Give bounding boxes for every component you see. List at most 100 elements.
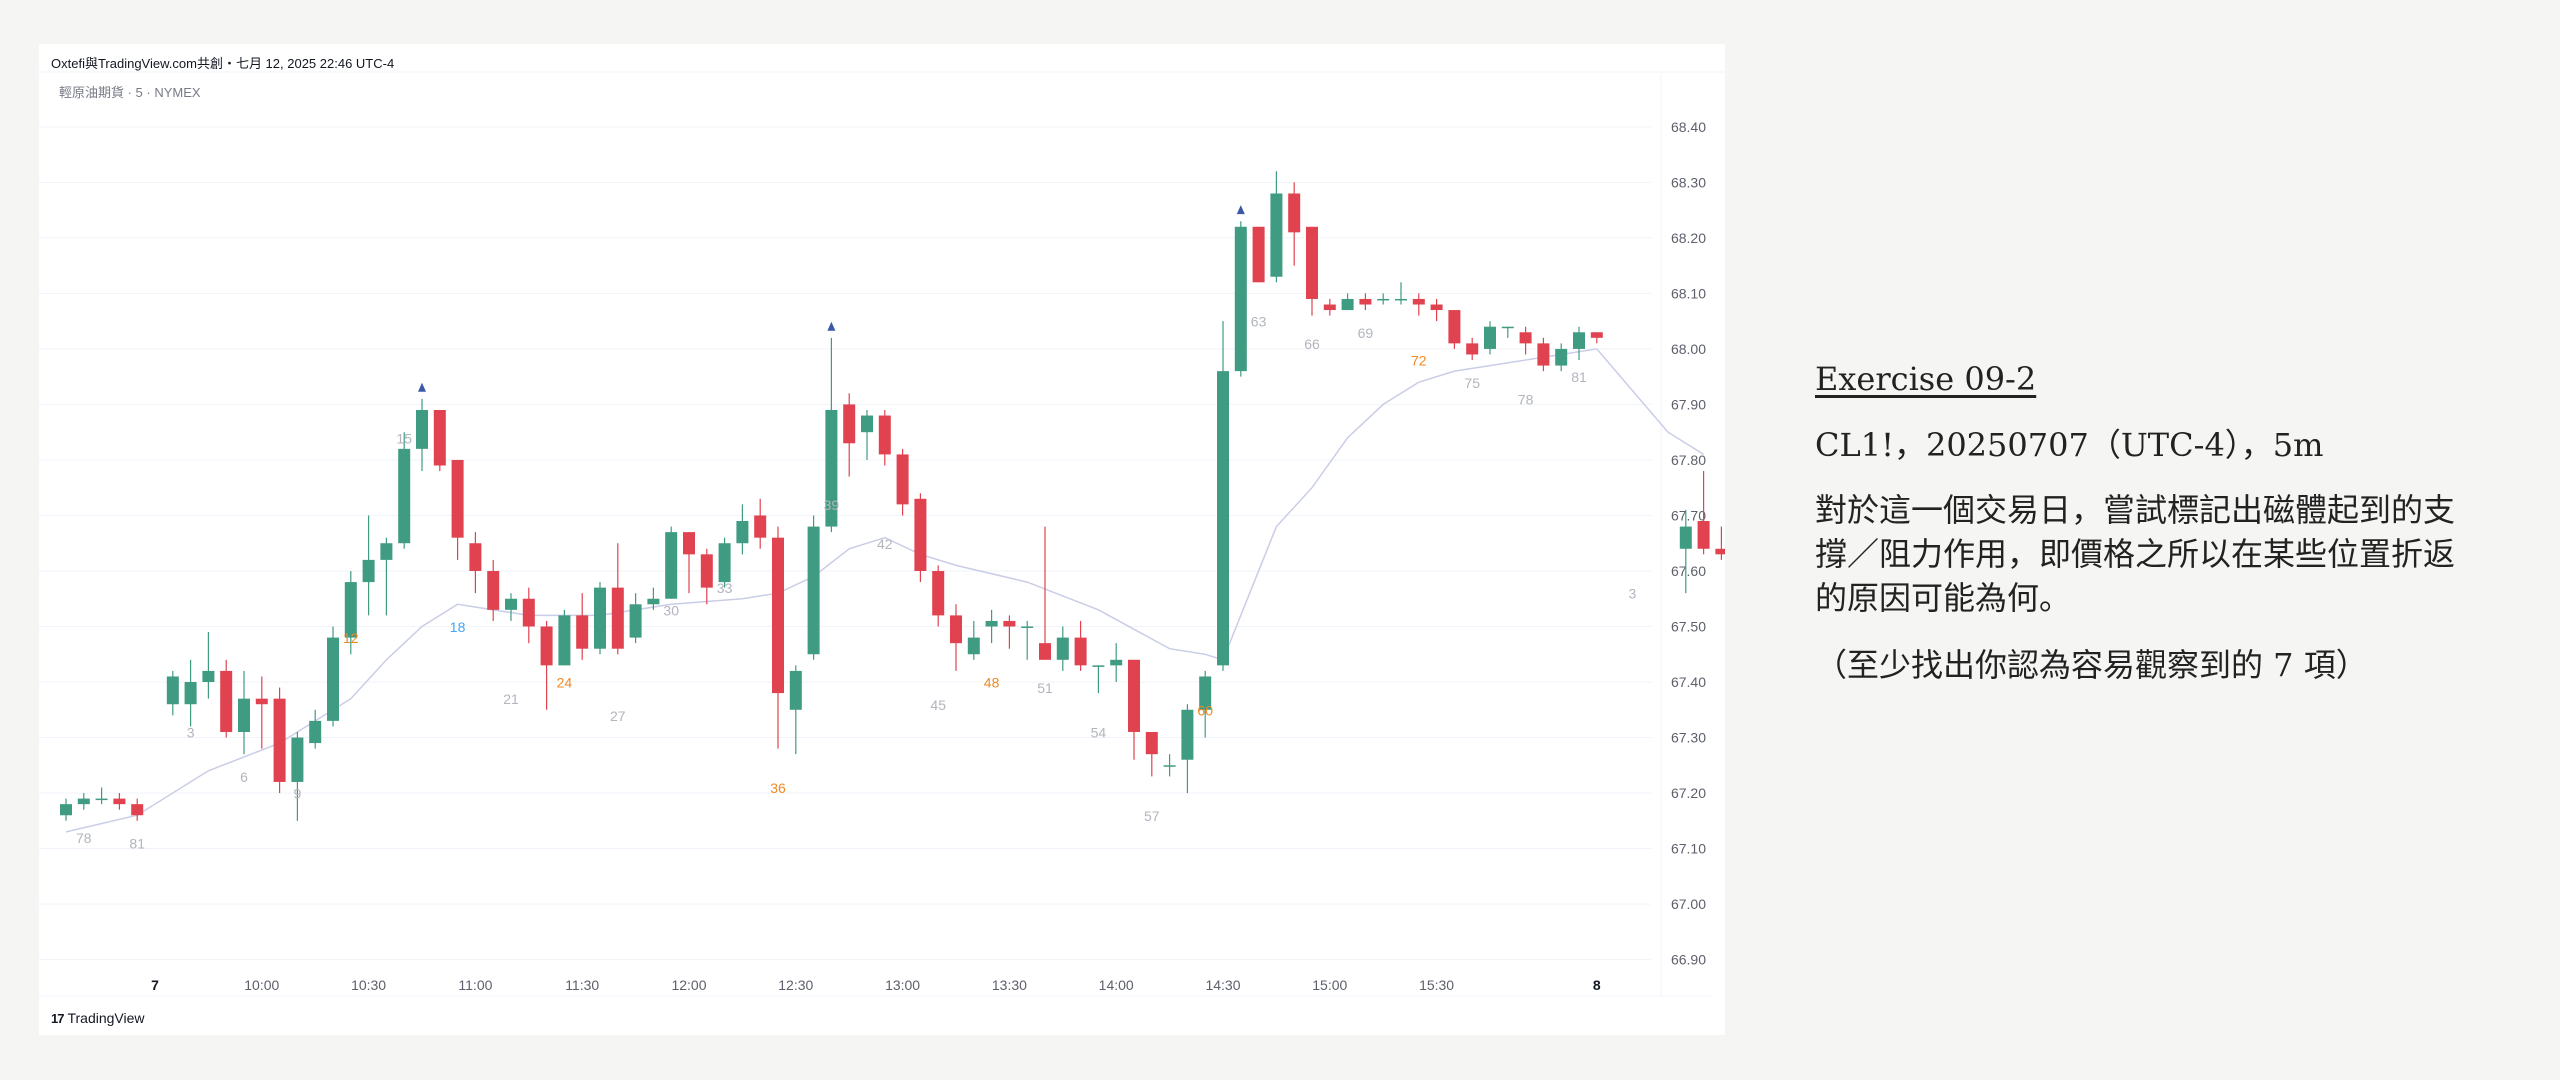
candle-body[interactable] <box>344 582 357 638</box>
candle-body[interactable] <box>1181 709 1194 760</box>
candle-body[interactable] <box>184 682 197 705</box>
candle-body[interactable] <box>1306 226 1318 299</box>
candle-body[interactable] <box>1145 731 1158 755</box>
candle-body[interactable] <box>451 459 464 538</box>
candle-body[interactable] <box>540 626 553 666</box>
candle-body[interactable] <box>1110 659 1123 666</box>
candle-body[interactable] <box>255 698 268 705</box>
candle-body[interactable] <box>718 543 731 583</box>
candle-body[interactable] <box>1056 637 1069 660</box>
candle-body[interactable] <box>1199 676 1212 710</box>
candle-body[interactable] <box>291 737 304 782</box>
candle-body[interactable] <box>1092 665 1105 667</box>
candle-body[interactable] <box>487 570 500 610</box>
candle-body[interactable] <box>1074 637 1087 666</box>
candle-body[interactable] <box>469 543 482 571</box>
candle-body[interactable] <box>362 559 375 583</box>
candle-body[interactable] <box>1715 548 1725 555</box>
candle-body[interactable] <box>683 532 695 555</box>
candle-body[interactable] <box>736 521 749 544</box>
candle-body[interactable] <box>60 804 72 816</box>
candle-body[interactable] <box>505 598 517 610</box>
candle-body[interactable] <box>967 637 980 655</box>
candle-body[interactable] <box>576 615 589 649</box>
candle-body[interactable] <box>558 615 571 666</box>
candle-body[interactable] <box>166 676 179 705</box>
candle-body[interactable] <box>985 620 998 627</box>
candle-body[interactable] <box>932 570 945 616</box>
candle-body[interactable] <box>1412 298 1425 305</box>
candle-body[interactable] <box>665 532 678 599</box>
candle-body[interactable] <box>914 498 927 571</box>
candle-body[interactable] <box>416 409 428 449</box>
candle-body[interactable] <box>647 598 660 605</box>
candle-body[interactable] <box>772 537 784 694</box>
candle-body[interactable] <box>1555 348 1568 366</box>
candle-body[interactable] <box>1679 526 1692 549</box>
candle-body[interactable] <box>113 798 126 805</box>
candle-body[interactable] <box>1359 298 1372 305</box>
price-tick-label: 68.20 <box>1671 230 1706 246</box>
candle-body[interactable] <box>1039 643 1051 660</box>
price-tick-label: 67.60 <box>1671 563 1706 579</box>
candle-body[interactable] <box>398 448 411 544</box>
tradingview-logo[interactable]: 17 TradingView <box>51 1010 145 1026</box>
candle-body[interactable] <box>238 698 250 732</box>
candle-body[interactable] <box>861 415 873 433</box>
candle-body[interactable] <box>95 798 108 801</box>
symbol-legend[interactable]: 輕原油期貨 · 5 · NYMEX <box>59 85 201 100</box>
candle-body[interactable] <box>1217 371 1229 666</box>
candle-body[interactable] <box>789 670 802 710</box>
candle-body[interactable] <box>433 409 446 466</box>
candle-body[interactable] <box>1377 298 1390 301</box>
candle-body[interactable] <box>273 698 286 782</box>
candle-body[interactable] <box>700 554 713 588</box>
candle-body[interactable] <box>1128 659 1140 732</box>
bar-count-label: 9 <box>294 786 302 802</box>
bar-count-label: 51 <box>1037 680 1053 696</box>
candle-body[interactable] <box>611 587 624 649</box>
bar-count-label: 75 <box>1464 375 1480 391</box>
time-tick-label: 14:30 <box>1205 977 1240 993</box>
candle-body[interactable] <box>1501 326 1514 329</box>
candle-body[interactable] <box>825 409 838 527</box>
exercise-panel: Exercise 09-2 CL1!，20250707（UTC-4），5m 對於… <box>1815 360 2515 686</box>
candle-body[interactable] <box>327 637 339 721</box>
candle-body[interactable] <box>1519 332 1532 344</box>
time-tick-label: 11:00 <box>458 977 492 993</box>
candle-body[interactable] <box>1021 626 1034 628</box>
candle-body[interactable] <box>1697 521 1710 549</box>
candle-body[interactable] <box>1163 765 1176 767</box>
candle-body[interactable] <box>1537 343 1550 366</box>
candle-body[interactable] <box>950 615 962 644</box>
candle-body[interactable] <box>843 404 856 444</box>
candle-body[interactable] <box>1323 304 1336 311</box>
candle-body[interactable] <box>594 587 606 649</box>
candlestick-chart[interactable]: 68.40 68.30 68.20 68.10 68.00 67.90 67.80 67.70… <box>39 44 1725 1035</box>
candle-body[interactable] <box>522 598 535 627</box>
candle-body[interactable] <box>878 415 891 455</box>
candle-body[interactable] <box>1448 310 1461 344</box>
candle-body[interactable] <box>220 670 233 732</box>
candle-body[interactable] <box>1395 298 1407 301</box>
candle-body[interactable] <box>1288 193 1301 233</box>
candle-body[interactable] <box>1590 332 1603 338</box>
candle-body[interactable] <box>380 543 393 560</box>
candle-body[interactable] <box>1270 193 1283 277</box>
candle-body[interactable] <box>1484 326 1496 349</box>
candle-body[interactable] <box>629 604 642 638</box>
candle-body[interactable] <box>131 804 144 816</box>
candle-body[interactable] <box>1252 226 1265 283</box>
candle-body[interactable] <box>896 454 909 505</box>
candle-body[interactable] <box>754 515 767 538</box>
candle-body[interactable] <box>202 670 215 683</box>
candle-body[interactable] <box>77 798 90 805</box>
candle-body[interactable] <box>1003 620 1016 627</box>
candle-body[interactable] <box>309 720 322 744</box>
candle-body[interactable] <box>1430 304 1443 311</box>
candle-body[interactable] <box>807 526 820 655</box>
candle-body[interactable] <box>1341 298 1354 311</box>
candle-body[interactable] <box>1234 226 1247 372</box>
candle-body[interactable] <box>1466 343 1479 355</box>
candle-body[interactable] <box>1573 332 1585 349</box>
